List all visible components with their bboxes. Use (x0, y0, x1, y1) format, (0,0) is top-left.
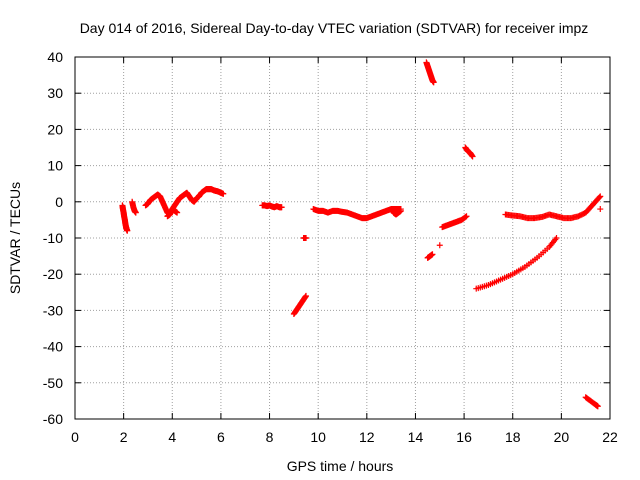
data-point (124, 227, 131, 234)
data-point (303, 292, 310, 299)
series-seg16 (502, 193, 604, 222)
x-tick-label: 12 (359, 429, 375, 445)
y-tick-label: -20 (43, 266, 63, 282)
data-point (594, 403, 601, 410)
series-seg15 (473, 235, 560, 292)
grid (75, 57, 610, 419)
tick-labels: 0 2 4 6 8 10 12 14 16 18 20 22 -60 -50 -40 -30 -20 -10 0 10… (43, 49, 618, 445)
data-point (596, 194, 603, 201)
chart-title: Day 014 of 2016, Sidereal Day-to-day VTE… (80, 20, 589, 36)
x-tick-label: 8 (266, 429, 274, 445)
x-tick-label: 16 (456, 429, 472, 445)
plot-frame (74, 56, 611, 420)
x-tick-label: 14 (408, 429, 424, 445)
data-point (463, 213, 470, 220)
y-axis-label: SDTVAR / TECUs (7, 182, 23, 294)
data-point (430, 79, 437, 86)
series-seg17 (597, 206, 604, 213)
data-point (132, 209, 139, 216)
x-tick-label: 4 (168, 429, 176, 445)
series-seg13 (439, 213, 470, 231)
data-point (429, 251, 436, 258)
x-tick-label: 10 (310, 429, 326, 445)
x-tick-label: 18 (505, 429, 521, 445)
x-tick-label: 6 (217, 429, 225, 445)
x-tick-label: 2 (120, 429, 128, 445)
y-tick-label: 30 (47, 85, 63, 101)
y-tick-label: 40 (47, 49, 63, 65)
data-points (119, 59, 604, 410)
data-point (174, 209, 181, 216)
series-seg7 (300, 235, 310, 241)
series-seg8 (310, 206, 404, 222)
series-seg6 (290, 292, 310, 318)
series-seg10 (423, 59, 437, 86)
series-seg12 (436, 242, 443, 249)
y-tick-label: 0 (55, 194, 63, 210)
data-point (397, 207, 404, 214)
x-tick-label: 20 (554, 429, 570, 445)
data-point (469, 153, 476, 160)
data-point (303, 235, 310, 241)
y-tick-label: 10 (47, 158, 63, 174)
series-seg11 (424, 251, 436, 261)
y-tick-label: -40 (43, 339, 63, 355)
data-point (553, 235, 560, 241)
data-point (278, 204, 285, 211)
data-point (462, 213, 469, 220)
x-tick-label: 0 (71, 429, 79, 445)
series-seg18 (582, 394, 601, 410)
data-point (220, 190, 227, 197)
series-seg4 (164, 206, 181, 220)
series-seg14 (462, 144, 476, 160)
series-seg9 (390, 207, 404, 218)
y-tick-label: 20 (47, 121, 63, 137)
data-point (436, 242, 443, 249)
x-axis-label: GPS time / hours (287, 458, 394, 474)
series-seg2 (129, 198, 139, 216)
y-tick-label: -30 (43, 302, 63, 318)
x-tick-label: 22 (602, 429, 618, 445)
y-tick-label: -50 (43, 375, 63, 391)
series-seg5 (259, 202, 285, 211)
data-point (597, 193, 604, 200)
y-tick-label: -10 (43, 230, 63, 246)
y-tick-label: -60 (43, 411, 63, 427)
data-point (597, 206, 604, 213)
series-seg1 (119, 202, 131, 234)
